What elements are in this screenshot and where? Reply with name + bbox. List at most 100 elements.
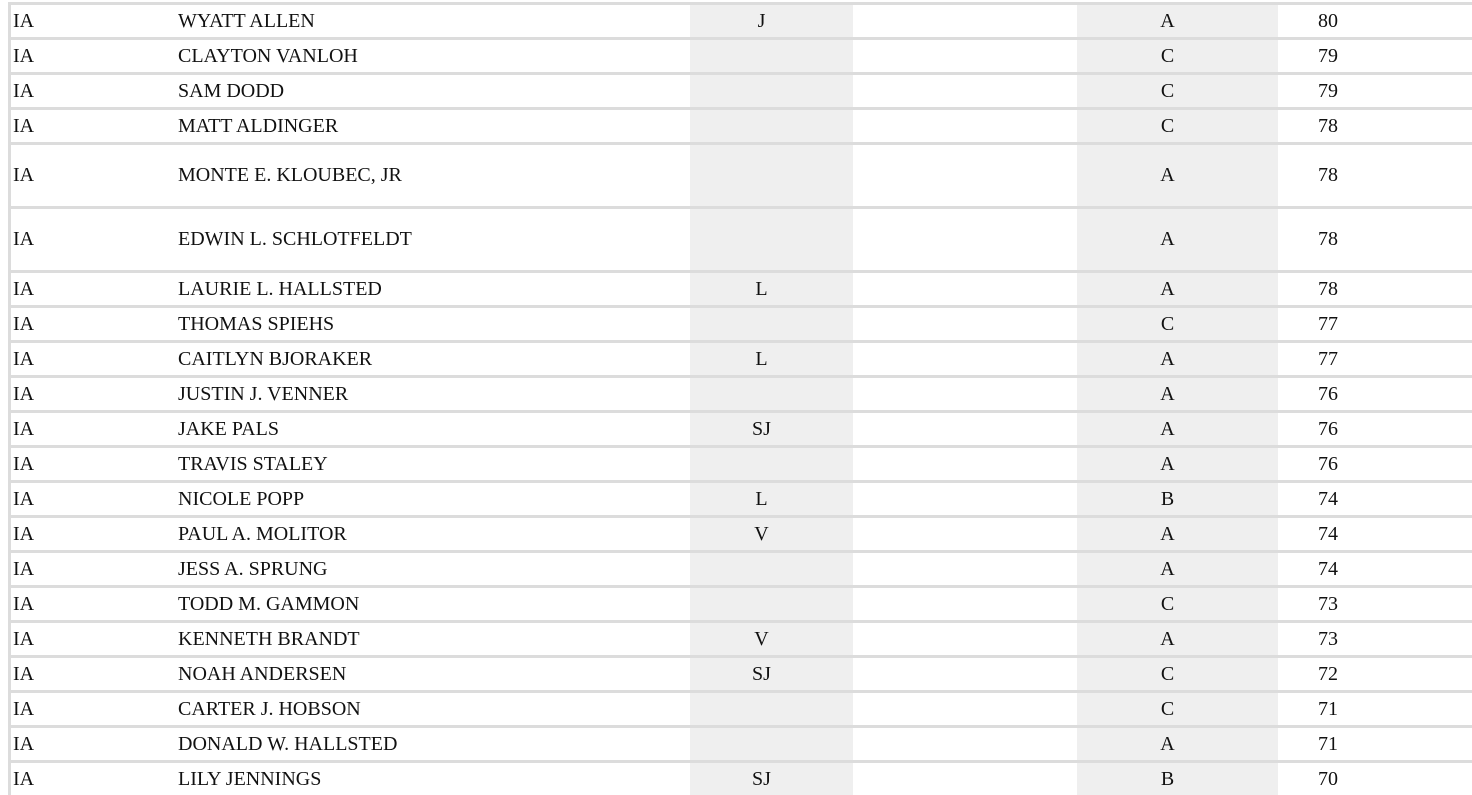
state-cell: IA <box>10 307 171 342</box>
state-cell: IA <box>10 109 171 144</box>
class-cell: A <box>1077 552 1278 587</box>
name-cell: SAM DODD <box>170 74 690 109</box>
name-cell: NICOLE POPP <box>170 482 690 517</box>
empty-cell <box>853 39 1077 74</box>
state-cell: IA <box>10 342 171 377</box>
state-cell: IA <box>10 74 171 109</box>
class-cell: A <box>1077 342 1278 377</box>
class-cell: A <box>1077 144 1278 208</box>
class-cell: C <box>1077 657 1278 692</box>
name-text: LAURIE L. HALLSTED <box>178 278 382 301</box>
name-text: CARTER J. HOBSON <box>178 698 361 721</box>
name-cell: EDWIN L. SCHLOTFELDT <box>170 208 690 272</box>
name-cell: JESS A. SPRUNG <box>170 552 690 587</box>
score-cell: 78 <box>1278 272 1472 307</box>
state-cell: IA <box>10 39 171 74</box>
name-text: THOMAS SPIEHS <box>178 313 334 336</box>
state-cell: IA <box>10 622 171 657</box>
code-cell <box>690 587 853 622</box>
name-cell: TRAVIS STALEY <box>170 447 690 482</box>
code-cell: V <box>690 517 853 552</box>
code-cell: SJ <box>690 657 853 692</box>
name-text: NOAH ANDERSEN <box>178 663 346 686</box>
empty-cell <box>853 692 1077 727</box>
code-cell: J <box>690 4 853 39</box>
empty-cell <box>853 552 1077 587</box>
name-text: JESS A. SPRUNG <box>178 558 328 581</box>
empty-cell <box>853 144 1077 208</box>
code-cell <box>690 74 853 109</box>
state-cell: IA <box>10 692 171 727</box>
class-cell: B <box>1077 762 1278 795</box>
state-cell: IA <box>10 517 171 552</box>
score-cell: 71 <box>1278 727 1472 762</box>
name-text: NICOLE POPP <box>178 488 304 511</box>
code-cell <box>690 208 853 272</box>
class-cell: A <box>1077 412 1278 447</box>
score-cell: 78 <box>1278 109 1472 144</box>
empty-cell <box>853 482 1077 517</box>
empty-cell <box>853 342 1077 377</box>
name-text: MATT ALDINGER <box>178 115 338 138</box>
score-cell: 78 <box>1278 144 1472 208</box>
score-cell: 71 <box>1278 692 1472 727</box>
code-cell <box>690 307 853 342</box>
state-cell: IA <box>10 412 171 447</box>
name-text: MONTE E. KLOUBEC, JR <box>178 164 402 187</box>
name-cell: KENNETH BRANDT <box>170 622 690 657</box>
score-cell: 76 <box>1278 377 1472 412</box>
code-cell: V <box>690 622 853 657</box>
code-cell: SJ <box>690 762 853 795</box>
code-cell: L <box>690 342 853 377</box>
name-text: PAUL A. MOLITOR <box>178 523 347 546</box>
name-text: JAKE PALS <box>178 418 279 441</box>
empty-cell <box>853 272 1077 307</box>
empty-cell <box>853 307 1077 342</box>
code-cell: SJ <box>690 412 853 447</box>
name-cell: DONALD W. HALLSTED <box>170 727 690 762</box>
code-cell <box>690 109 853 144</box>
empty-cell <box>853 412 1077 447</box>
code-cell: L <box>690 272 853 307</box>
score-cell: 70 <box>1278 762 1472 795</box>
score-cell: 76 <box>1278 412 1472 447</box>
code-cell <box>690 692 853 727</box>
empty-cell <box>853 727 1077 762</box>
code-cell <box>690 727 853 762</box>
name-cell: LAURIE L. HALLSTED <box>170 272 690 307</box>
empty-cell <box>853 74 1077 109</box>
class-cell: A <box>1077 4 1278 39</box>
score-cell: 74 <box>1278 517 1472 552</box>
state-cell: IA <box>10 272 171 307</box>
class-cell: C <box>1077 307 1278 342</box>
state-cell: IA <box>10 727 171 762</box>
empty-cell <box>853 4 1077 39</box>
score-cell: 80 <box>1278 4 1472 39</box>
name-text: JUSTIN J. VENNER <box>178 383 348 406</box>
class-cell: C <box>1077 587 1278 622</box>
name-cell: THOMAS SPIEHS <box>170 307 690 342</box>
score-cell: 76 <box>1278 447 1472 482</box>
name-cell: TODD M. GAMMON <box>170 587 690 622</box>
empty-cell <box>853 377 1077 412</box>
code-cell <box>690 552 853 587</box>
empty-cell <box>853 657 1077 692</box>
class-cell: A <box>1077 622 1278 657</box>
name-cell: CLAYTON VANLOH <box>170 39 690 74</box>
name-cell: MONTE E. KLOUBEC, JR <box>170 144 690 208</box>
